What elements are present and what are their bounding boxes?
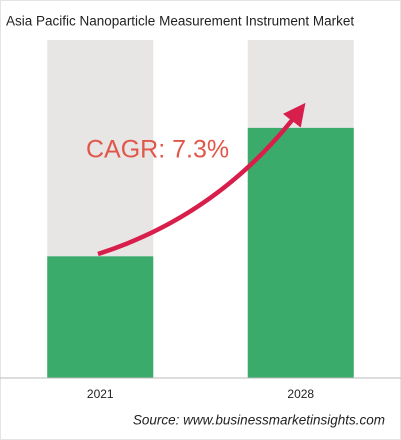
chart-title: Asia Pacific Nanoparticle Measurement In… bbox=[6, 14, 354, 29]
x-tick-label: 2021 bbox=[87, 387, 114, 401]
bar bbox=[47, 256, 154, 378]
growth-arrow bbox=[97, 102, 306, 257]
cagr-annotation: CAGR: 7.3% bbox=[86, 136, 229, 164]
plot: 2021 2028 bbox=[47, 40, 354, 401]
bar bbox=[247, 127, 354, 378]
source: Source: www.businessmarketinsights.com bbox=[133, 413, 385, 428]
x-tick-label: 2028 bbox=[287, 387, 314, 401]
